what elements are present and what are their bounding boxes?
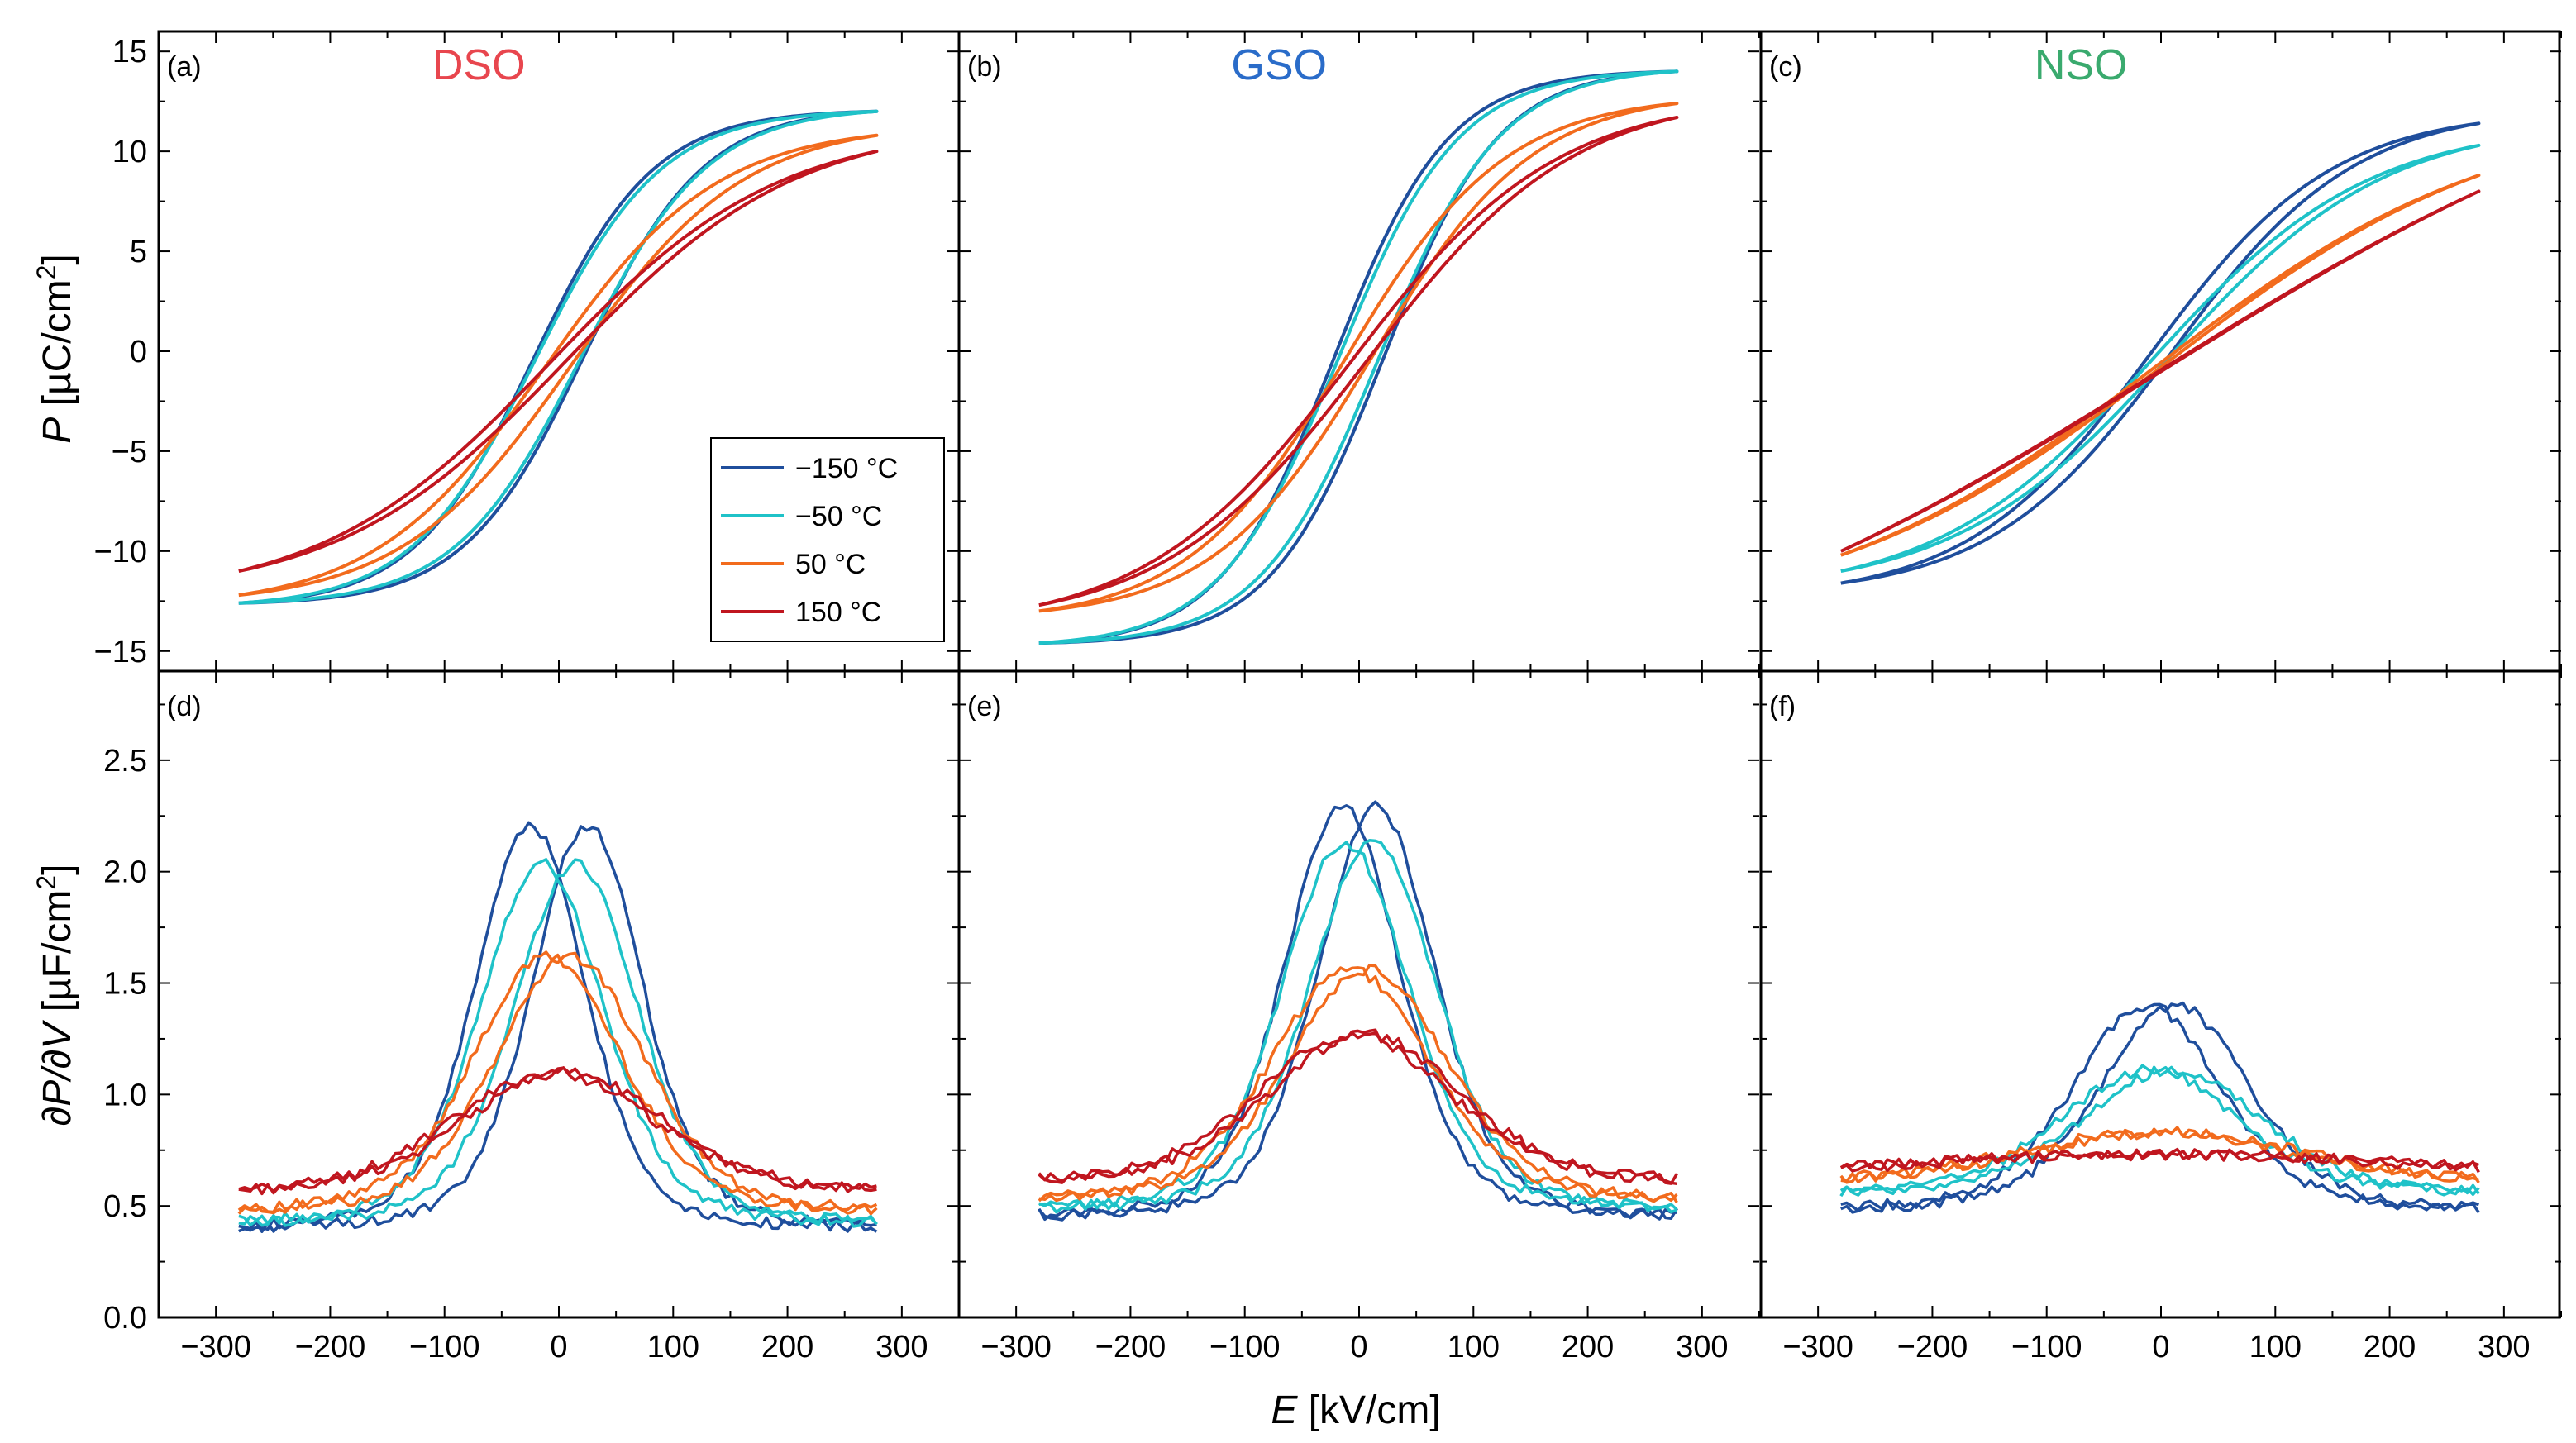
derivative-curve	[1038, 1028, 1677, 1186]
x-tick-label: −100	[409, 1330, 480, 1364]
derivative-curve	[1038, 966, 1678, 1203]
y-tick-label: 15	[112, 35, 147, 69]
legend-label: 150 °C	[795, 597, 881, 628]
top-y-axis-title-unit: [µC/cm	[36, 279, 79, 417]
derivative-curve	[1840, 1126, 2479, 1183]
material-title: DSO	[432, 41, 526, 89]
polarization-loop	[1839, 189, 2481, 553]
y-tick-label: 1.5	[103, 967, 147, 1002]
x-tick-label: −200	[295, 1330, 366, 1364]
x-tick-label: 100	[647, 1330, 699, 1364]
y-tick-label: 0.5	[103, 1189, 147, 1224]
derivative-curve	[1038, 841, 1678, 1212]
derivative-curve	[238, 858, 878, 1228]
x-tick-label: −100	[2011, 1330, 2082, 1364]
y-tick-label: 2.5	[103, 744, 147, 779]
polarization-loop	[1840, 174, 2481, 557]
polarization-loop	[1038, 69, 1679, 645]
x-tick-label: −300	[980, 1330, 1052, 1364]
x-tick-label: 0	[550, 1330, 567, 1364]
derivative-curve	[1840, 1002, 2480, 1214]
legend: −150 °C −50 °C 50 °C 150 °C	[710, 437, 945, 642]
y-tick-label: −5	[112, 435, 147, 469]
y-tick-label: 0.0	[103, 1301, 147, 1336]
top-y-axis-title-symbol: P	[36, 417, 79, 444]
panel-label: (f)	[1769, 691, 1796, 722]
top-y-axis-title-sup: 2	[31, 265, 61, 280]
x-tick-label: 100	[2249, 1330, 2302, 1364]
derivative-curve	[1839, 1147, 2480, 1174]
material-title: NSO	[2035, 41, 2128, 89]
x-axis-title: E [kV/cm]	[1271, 1388, 1440, 1432]
derivative-curve	[1038, 839, 1677, 1214]
x-tick-label: 200	[761, 1330, 813, 1364]
panel-label: (a)	[167, 51, 202, 83]
x-tick-label: −200	[1897, 1330, 1968, 1364]
panel-label: (d)	[167, 691, 202, 722]
y-tick-label: −15	[94, 635, 147, 669]
x-tick-label: 300	[1676, 1330, 1728, 1364]
derivative-curve	[238, 825, 877, 1233]
bottom-y-axis-title-symbol: ∂P/∂V	[36, 1020, 79, 1126]
legend-label: −50 °C	[795, 501, 882, 532]
y-tick-label: 0	[130, 335, 147, 369]
derivative-curve	[238, 1066, 877, 1193]
legend-label: −150 °C	[795, 453, 898, 484]
y-tick-label: 10	[112, 135, 147, 169]
top-y-axis-title-close: ]	[36, 254, 79, 264]
polarization-loop	[1840, 143, 2481, 574]
bottom-y-axis-title: ∂P/∂V [µF/cm2]	[31, 864, 79, 1126]
ticks: −300 −200 −100 0 100 200 300 −300 −200 −100 0 100 20…	[94, 31, 2562, 1364]
bottom-y-axis-title-close: ]	[36, 864, 79, 875]
polarization-loop	[238, 133, 879, 598]
x-tick-label: 0	[1350, 1330, 1367, 1364]
material-title: GSO	[1231, 41, 1327, 89]
x-tick-label: −200	[1095, 1330, 1166, 1364]
panel-label: (c)	[1769, 51, 1802, 83]
y-tick-label: 2.0	[103, 855, 147, 890]
derivative-curve	[1839, 1065, 2480, 1198]
bottom-y-axis-title-unit: [µF/cm	[36, 890, 79, 1023]
derivative-curve	[238, 1066, 877, 1196]
derivative-curve	[237, 951, 878, 1216]
derivative-curve	[1038, 964, 1678, 1203]
derivative-curve	[238, 858, 878, 1227]
polarization-loop	[238, 150, 879, 574]
legend-label: 50 °C	[795, 549, 866, 580]
derivative-curve	[237, 950, 878, 1215]
x-tick-label: −100	[1209, 1330, 1281, 1364]
curves	[237, 69, 2481, 1233]
x-tick-label: 300	[875, 1330, 928, 1364]
y-tick-label: −10	[94, 535, 147, 569]
derivative-curve	[1038, 1031, 1678, 1185]
polarization-loop	[1038, 69, 1679, 645]
x-tick-label: 200	[1562, 1330, 1614, 1364]
bottom-y-axis-title-sup: 2	[31, 875, 61, 890]
x-tick-label: −300	[1782, 1330, 1853, 1364]
x-axis-title-unit: [kV/cm]	[1297, 1388, 1440, 1432]
x-tick-label: −300	[180, 1330, 251, 1364]
annotations: (a) (b) (c) (d) (e) (f) DSO GSO NSO −150 °C −50 °C…	[167, 41, 2128, 722]
derivative-curve	[1839, 1126, 2480, 1184]
top-y-axis-title: P [µC/cm2]	[31, 254, 79, 443]
x-tick-label: 300	[2478, 1330, 2530, 1364]
legend-box	[710, 437, 945, 642]
y-tick-label: 5	[130, 235, 147, 269]
derivative-curve	[1840, 1001, 2479, 1214]
x-axis-title-symbol: E	[1271, 1388, 1298, 1432]
panel-label: (e)	[967, 691, 1002, 722]
y-tick-label: 1.0	[103, 1078, 147, 1112]
polarization-loop	[238, 109, 879, 605]
derivative-curve	[1038, 800, 1678, 1222]
polarization-loop	[1038, 116, 1679, 607]
x-tick-label: 100	[1448, 1330, 1500, 1364]
x-tick-label: 0	[2152, 1330, 2169, 1364]
derivative-curve	[1038, 804, 1677, 1222]
polarization-loop	[1038, 102, 1679, 613]
panel-label: (b)	[967, 51, 1002, 83]
x-tick-label: 200	[2364, 1330, 2416, 1364]
